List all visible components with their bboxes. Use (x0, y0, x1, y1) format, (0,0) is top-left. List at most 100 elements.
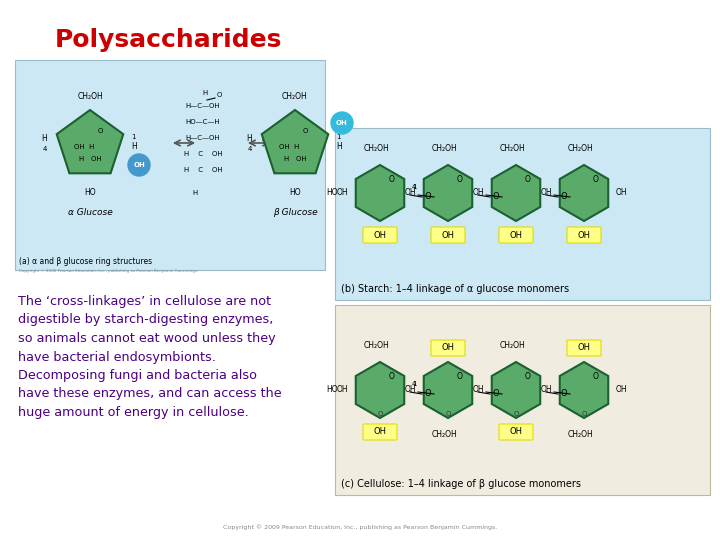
Text: OH  H: OH H (279, 144, 300, 150)
Text: CH₂OH: CH₂OH (567, 430, 593, 439)
Text: 1: 1 (412, 381, 416, 387)
FancyBboxPatch shape (499, 227, 533, 243)
Text: OH: OH (577, 343, 590, 353)
Text: O: O (457, 372, 463, 381)
Polygon shape (356, 362, 404, 418)
Text: H: H (41, 134, 47, 143)
FancyBboxPatch shape (567, 340, 601, 356)
Circle shape (331, 112, 353, 134)
Text: (b) Starch: 1–4 linkage of α glucose monomers: (b) Starch: 1–4 linkage of α glucose mon… (341, 284, 569, 294)
Text: O: O (561, 192, 567, 201)
Text: (a) α and β glucose ring structures: (a) α and β glucose ring structures (19, 257, 152, 266)
Bar (15, 60, 325, 270)
Polygon shape (424, 362, 472, 418)
Polygon shape (492, 362, 540, 418)
Text: OH: OH (616, 188, 628, 197)
Polygon shape (57, 110, 123, 173)
Text: H—C—OH: H—C—OH (186, 135, 220, 141)
Polygon shape (261, 110, 328, 173)
Text: OH: OH (441, 343, 454, 353)
Text: O: O (593, 372, 599, 381)
Text: CH₂OH: CH₂OH (363, 144, 389, 153)
Text: O: O (216, 92, 222, 98)
Text: CH₂OH: CH₂OH (431, 430, 457, 439)
Text: O: O (377, 411, 383, 417)
Text: OH: OH (510, 428, 523, 436)
FancyBboxPatch shape (567, 227, 601, 243)
FancyBboxPatch shape (499, 424, 533, 440)
Text: O: O (302, 128, 307, 134)
Polygon shape (492, 165, 540, 221)
Text: O: O (525, 372, 531, 381)
Text: OH: OH (405, 385, 416, 394)
Text: H   OH: H OH (78, 156, 102, 162)
Text: OH: OH (374, 428, 387, 436)
Text: OH: OH (336, 385, 348, 394)
Text: O: O (97, 128, 103, 134)
Text: CH₂OH: CH₂OH (499, 341, 525, 350)
Circle shape (128, 154, 150, 176)
Text: OH  H: OH H (74, 144, 94, 150)
Text: O: O (425, 389, 431, 398)
Text: β Glucose: β Glucose (273, 208, 318, 217)
Text: OH: OH (374, 231, 387, 240)
Text: H: H (202, 90, 207, 96)
Text: 4: 4 (42, 146, 47, 152)
Text: H: H (246, 134, 252, 143)
Text: CH₂OH: CH₂OH (282, 92, 308, 101)
Text: 4: 4 (412, 381, 416, 387)
Text: O: O (492, 389, 499, 398)
Text: H    C    OH: H C OH (184, 167, 222, 173)
Text: O: O (457, 175, 463, 184)
Text: 4: 4 (412, 184, 416, 190)
Text: 1: 1 (131, 134, 135, 140)
Text: H—C—OH: H—C—OH (186, 103, 220, 109)
Polygon shape (356, 165, 404, 221)
Text: CH₂OH: CH₂OH (77, 92, 103, 101)
Text: 1: 1 (336, 134, 341, 140)
Text: H: H (336, 142, 342, 151)
Text: (c) Cellulose: 1–4 linkage of β glucose monomers: (c) Cellulose: 1–4 linkage of β glucose … (341, 479, 581, 489)
FancyBboxPatch shape (431, 227, 465, 243)
Text: O: O (425, 192, 431, 201)
FancyBboxPatch shape (363, 424, 397, 440)
Polygon shape (559, 362, 608, 418)
Text: OH: OH (336, 188, 348, 197)
Text: OH: OH (441, 231, 454, 240)
Text: OH: OH (616, 385, 628, 394)
Text: CH₂OH: CH₂OH (431, 144, 457, 153)
Text: O: O (445, 411, 451, 417)
Polygon shape (559, 165, 608, 221)
Text: 4: 4 (248, 146, 252, 152)
Bar (335, 305, 710, 495)
Text: O: O (525, 175, 531, 184)
Text: Copyright © 2006 Pearson Education, Inc., publishing as Pearson Benjamin Cumming: Copyright © 2006 Pearson Education, Inc.… (19, 269, 198, 273)
Text: HO: HO (84, 188, 96, 197)
FancyBboxPatch shape (431, 340, 465, 356)
Text: OH: OH (133, 162, 145, 168)
Text: OH: OH (577, 231, 590, 240)
Text: O: O (389, 175, 395, 184)
Text: H    C    OH: H C OH (184, 151, 222, 157)
Text: α Glucose: α Glucose (68, 208, 112, 217)
Text: Copyright © 2009 Pearson Education, Inc., publishing as Pearson Benjamin Cumming: Copyright © 2009 Pearson Education, Inc.… (223, 524, 497, 530)
Text: O: O (561, 389, 567, 398)
Text: H: H (131, 142, 137, 151)
Text: OH: OH (336, 120, 348, 126)
Text: CH₂OH: CH₂OH (567, 144, 593, 153)
Text: OH: OH (405, 188, 416, 197)
Text: HO: HO (326, 188, 338, 197)
Text: Polysaccharides: Polysaccharides (55, 28, 282, 52)
Text: OH: OH (472, 188, 484, 197)
Text: CH₂OH: CH₂OH (499, 144, 525, 153)
Text: HO: HO (289, 188, 301, 197)
Text: O: O (492, 192, 499, 201)
Text: O: O (593, 175, 599, 184)
Text: 1: 1 (412, 184, 416, 190)
Text: HO—C—H: HO—C—H (186, 119, 220, 125)
Text: O: O (389, 372, 395, 381)
Text: The ‘cross-linkages’ in cellulose are not
digestible by starch-digesting enzymes: The ‘cross-linkages’ in cellulose are no… (18, 295, 282, 419)
Text: O: O (581, 411, 587, 417)
Text: CH₂OH: CH₂OH (363, 341, 389, 350)
Text: OH: OH (541, 385, 552, 394)
